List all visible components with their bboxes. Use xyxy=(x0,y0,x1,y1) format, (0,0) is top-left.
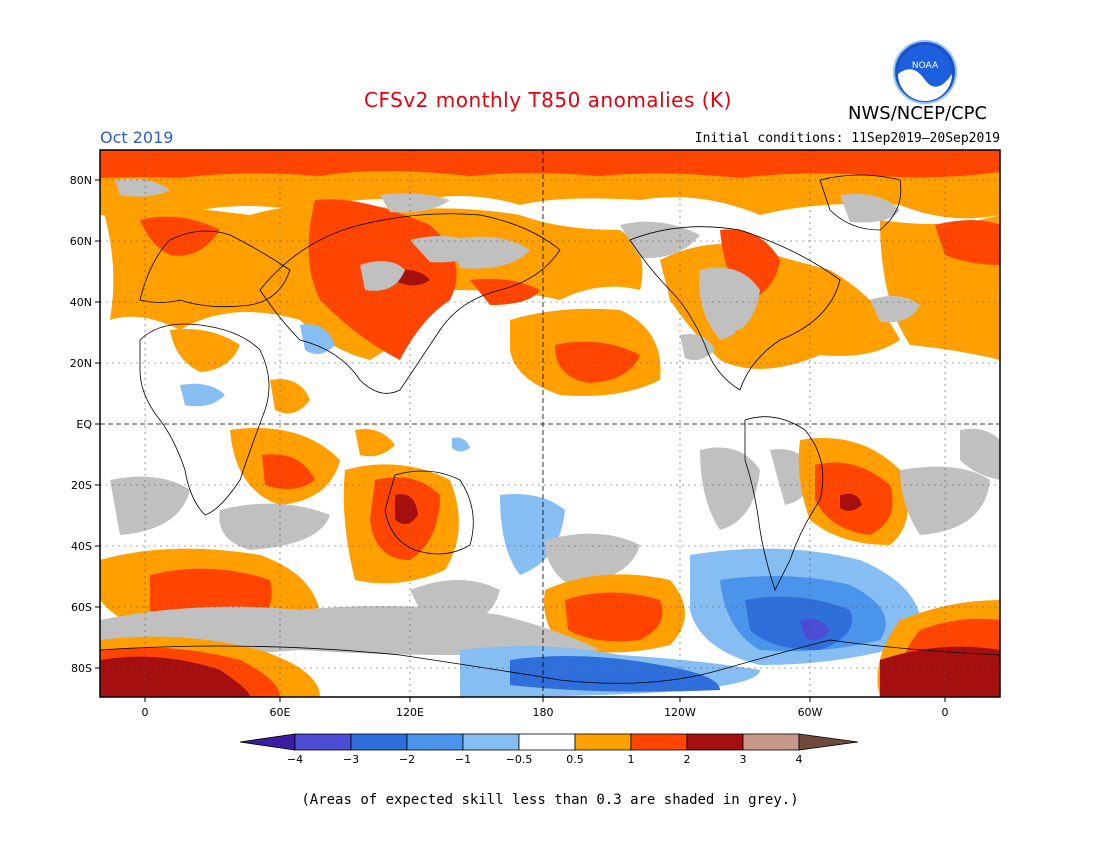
colorbar-label: 3 xyxy=(740,753,747,766)
south-pacific-cool xyxy=(500,494,565,575)
alaska-grey xyxy=(620,221,700,259)
indian-ocean-strong xyxy=(262,454,315,489)
sahara-cool xyxy=(180,383,225,407)
colorbar-label: −3 xyxy=(343,753,359,766)
coastlines xyxy=(100,174,1000,684)
west-pacific-warm xyxy=(355,429,395,457)
colorbar-bin-7 xyxy=(630,733,688,751)
north-pacific-strong xyxy=(555,341,640,383)
australia-coast xyxy=(384,470,474,555)
india-warm xyxy=(270,379,310,414)
colorbar-label: −1 xyxy=(455,753,471,766)
colorbar-over-arrow xyxy=(798,733,859,751)
lat-label-60s: 60S xyxy=(71,601,92,614)
colorbar-bin-8 xyxy=(686,733,744,751)
north-america-grey xyxy=(699,267,760,340)
scandinavia-strong xyxy=(140,216,220,256)
antarctic-max-east xyxy=(880,646,1000,697)
colorbar xyxy=(239,733,859,751)
equator-and-dateline xyxy=(100,150,1000,697)
colorbar-label: −0.5 xyxy=(506,753,533,766)
lat-label-40n: 40N xyxy=(70,296,92,309)
antarctica-coast xyxy=(100,639,1000,684)
australia-max xyxy=(395,494,418,524)
colorbar-label: 2 xyxy=(684,753,691,766)
colorbar-bin-4 xyxy=(462,733,520,751)
map-title: CFSv2 monthly T850 anomalies (K) xyxy=(364,88,732,112)
east-asia-grey xyxy=(360,261,405,291)
forecast-month: Oct 2019 xyxy=(100,128,174,147)
colorbar-bin-6 xyxy=(574,733,632,751)
initial-conditions: Initial conditions: 11Sep2019–20Sep2019 xyxy=(694,131,1000,146)
colorbar-bin-3 xyxy=(406,733,464,751)
colorbar-bin-1 xyxy=(294,733,352,751)
greenland-coast xyxy=(819,174,902,231)
colorbar-label: 4 xyxy=(796,753,803,766)
weddell-cold xyxy=(745,596,852,650)
atlantic-grey xyxy=(840,194,900,223)
arctic-grey-1 xyxy=(115,178,170,197)
siberia-max xyxy=(398,269,430,286)
lon-label-180: 180 xyxy=(533,706,554,719)
lon-label-60e: 60E xyxy=(270,706,291,719)
arabia-cool xyxy=(300,324,335,354)
south-atlantic-max xyxy=(840,493,862,511)
south-pacific-grey xyxy=(545,533,640,585)
south-indian-grey xyxy=(110,476,190,535)
arctic-grey-2 xyxy=(380,193,450,213)
colorbar-bin-5 xyxy=(518,733,576,751)
colorbar-under-arrow xyxy=(239,733,296,751)
svg-text:NOAA: NOAA xyxy=(912,61,939,71)
south-atlantic-grey xyxy=(900,466,990,535)
asia-coast xyxy=(259,213,561,394)
lon-label-0: 0 xyxy=(142,706,149,719)
lat-label-60n: 60N xyxy=(70,235,92,248)
africa-warm xyxy=(170,329,240,372)
anomaly-field xyxy=(100,150,1000,697)
africa-coast xyxy=(139,323,270,516)
maritime-cool xyxy=(452,437,470,452)
east-pacific-grey-2 xyxy=(700,447,760,530)
colorbar-label: −2 xyxy=(399,753,415,766)
northeast-asia-strong xyxy=(470,278,540,305)
south-america-coast xyxy=(744,416,824,592)
colorbar-label: −4 xyxy=(287,753,303,766)
arctic-strong-warm xyxy=(100,150,1000,178)
colorbar-label: 0.5 xyxy=(566,753,584,766)
lat-label-eq: EQ xyxy=(76,418,92,431)
antarctic-max-west xyxy=(100,656,250,697)
colorbar-label: 1 xyxy=(628,753,635,766)
agency-label: NWS/NCEP/CPC xyxy=(848,103,988,124)
lon-label-120w: 120W xyxy=(664,706,696,719)
axis-ticks xyxy=(95,179,946,702)
lat-label-80s: 80S xyxy=(71,662,92,675)
north-america-coast xyxy=(629,226,841,391)
europe-strong-east xyxy=(935,220,1000,265)
ross-sea-cold xyxy=(510,656,720,692)
colorbar-bin-2 xyxy=(350,733,408,751)
asia-grey xyxy=(450,236,530,269)
caribbean-warm xyxy=(735,329,770,355)
graticule xyxy=(100,150,1000,697)
colorbar-bin-9 xyxy=(742,733,800,751)
lon-label-120e: 120E xyxy=(396,706,424,719)
weddell-min xyxy=(800,618,830,641)
lat-label-80n: 80N xyxy=(70,174,92,187)
lat-label-40s: 40S xyxy=(71,540,92,553)
greenland-grey xyxy=(870,296,920,323)
skill-footnote: (Areas of expected skill less than 0.3 a… xyxy=(301,792,799,808)
lat-label-20s: 20S xyxy=(71,479,92,492)
noaa-logo: NOAA xyxy=(893,40,957,104)
east-atlantic-grey xyxy=(960,428,1000,480)
south-pacific-strong xyxy=(565,592,663,642)
lat-label-20n: 20N xyxy=(70,357,92,370)
lon-label-0-east: 0 xyxy=(942,706,949,719)
europe-coast xyxy=(139,230,291,308)
east-pacific-grey xyxy=(680,334,715,361)
south-indian-grey-2 xyxy=(219,503,330,550)
lon-label-60w: 60W xyxy=(798,706,823,719)
